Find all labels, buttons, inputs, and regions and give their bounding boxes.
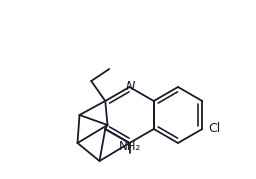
Text: N: N	[126, 80, 135, 93]
Text: Cl: Cl	[208, 122, 220, 136]
Text: NH₂: NH₂	[118, 140, 141, 153]
